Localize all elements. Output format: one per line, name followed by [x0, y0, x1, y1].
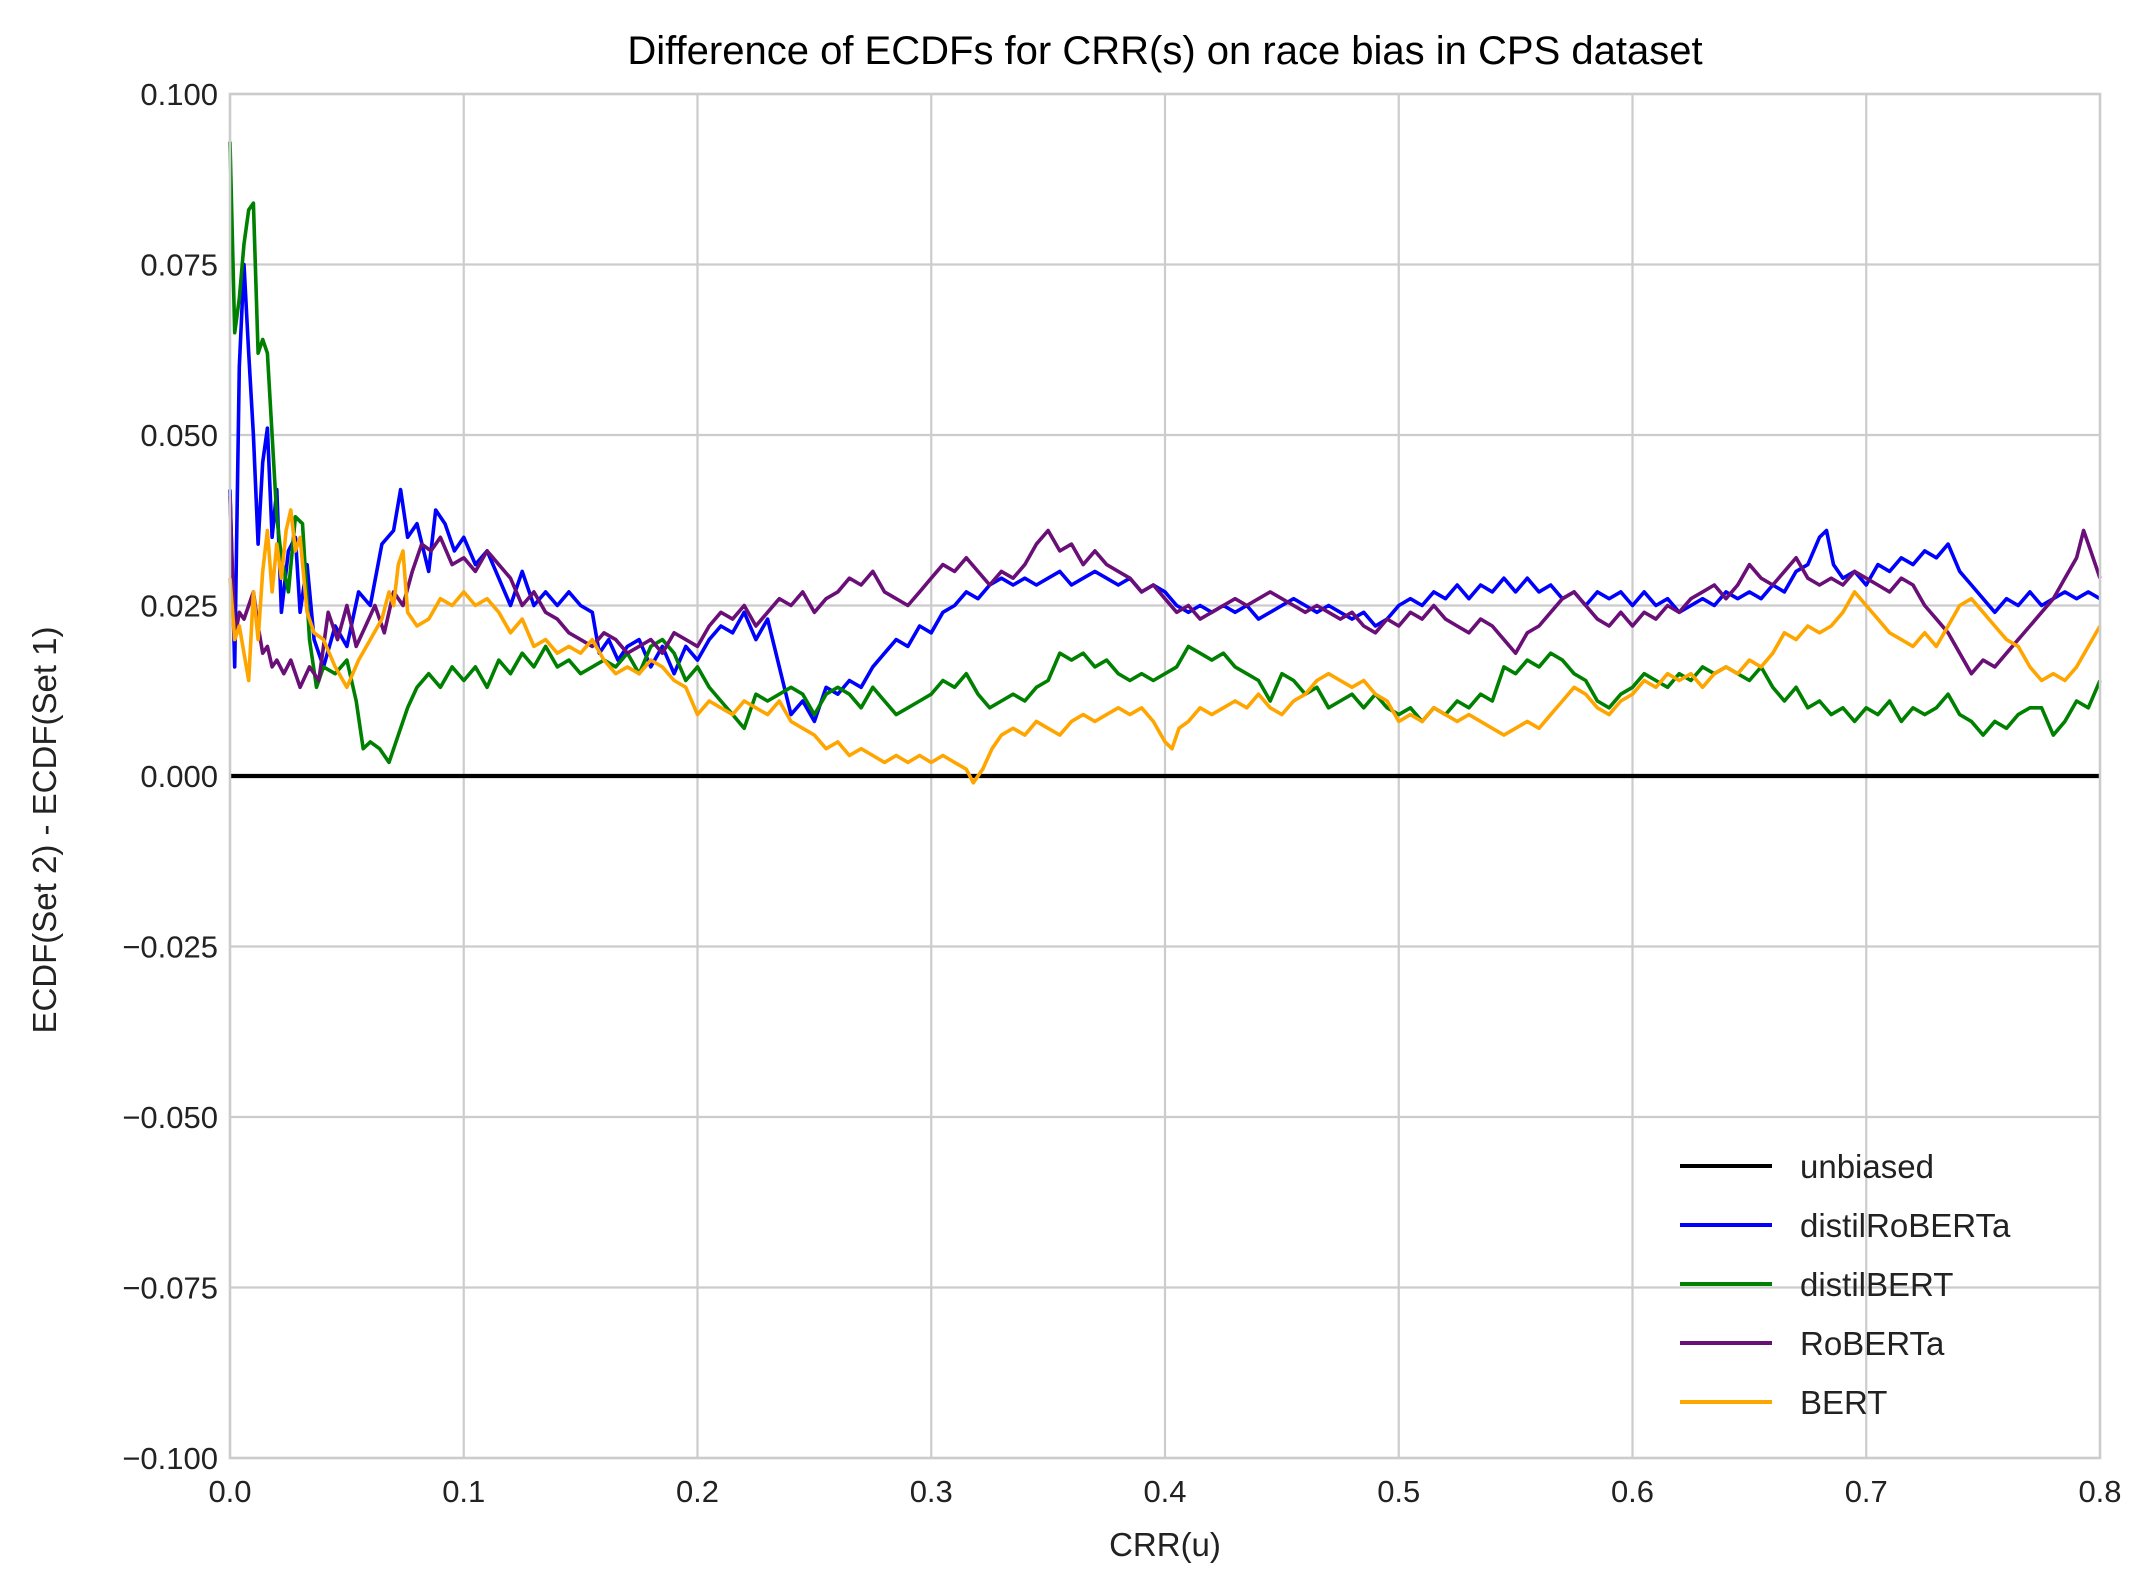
- x-tick-label: 0.5: [1377, 1474, 1420, 1509]
- x-axis-label: CRR(u): [1109, 1526, 1221, 1563]
- y-tick-label: 0.075: [140, 248, 218, 283]
- y-tick-label: 0.025: [140, 589, 218, 624]
- plot-frame: [228, 92, 2102, 1460]
- x-tick-label: 0.3: [910, 1474, 953, 1509]
- y-tick-label: 0.000: [140, 759, 218, 794]
- series-line-BERT: [228, 508, 2102, 785]
- y-tick-label: −0.100: [122, 1441, 218, 1476]
- y-tick-labels: −0.100 −0.075 −0.050 −0.025 0.000 0.025 0.050 0…: [122, 77, 218, 1476]
- legend-label: distilRoBERTa: [1800, 1207, 2011, 1244]
- x-tick-label: 0.2: [676, 1474, 719, 1509]
- x-tick-label: 0.0: [208, 1474, 251, 1509]
- legend: unbiased distilRoBERTa distilBERT RoBERTa BE…: [1680, 1148, 2011, 1421]
- x-tick-label: 0.1: [442, 1474, 485, 1509]
- x-tick-label: 0.7: [1845, 1474, 1888, 1509]
- y-tick-label: −0.050: [122, 1100, 218, 1135]
- legend-label: RoBERTa: [1800, 1325, 1945, 1362]
- x-tick-label: 0.4: [1143, 1474, 1186, 1509]
- series-layer: [228, 141, 2102, 785]
- y-tick-label: 0.050: [140, 418, 218, 453]
- series-line-distilRoBERTa: [228, 262, 2101, 724]
- chart-title: Difference of ECDFs for CRR(s) on race b…: [627, 29, 1702, 73]
- x-tick-label: 0.8: [2078, 1474, 2121, 1509]
- series-line-distilBERT: [228, 141, 2102, 765]
- legend-label: BERT: [1800, 1384, 1887, 1421]
- legend-label: unbiased: [1800, 1148, 1934, 1185]
- y-tick-label: −0.075: [122, 1271, 218, 1306]
- y-tick-label: 0.100: [140, 77, 218, 112]
- y-axis-label: ECDF(Set 2) - ECDF(Set 1): [26, 626, 63, 1033]
- x-tick-labels: 0.0 0.1 0.2 0.3 0.4 0.5 0.6 0.7 0.8: [208, 1474, 2121, 1509]
- y-tick-label: −0.025: [122, 930, 218, 965]
- x-tick-label: 0.6: [1611, 1474, 1654, 1509]
- series-line-RoBERTa: [228, 496, 2102, 690]
- legend-label: distilBERT: [1800, 1266, 1953, 1303]
